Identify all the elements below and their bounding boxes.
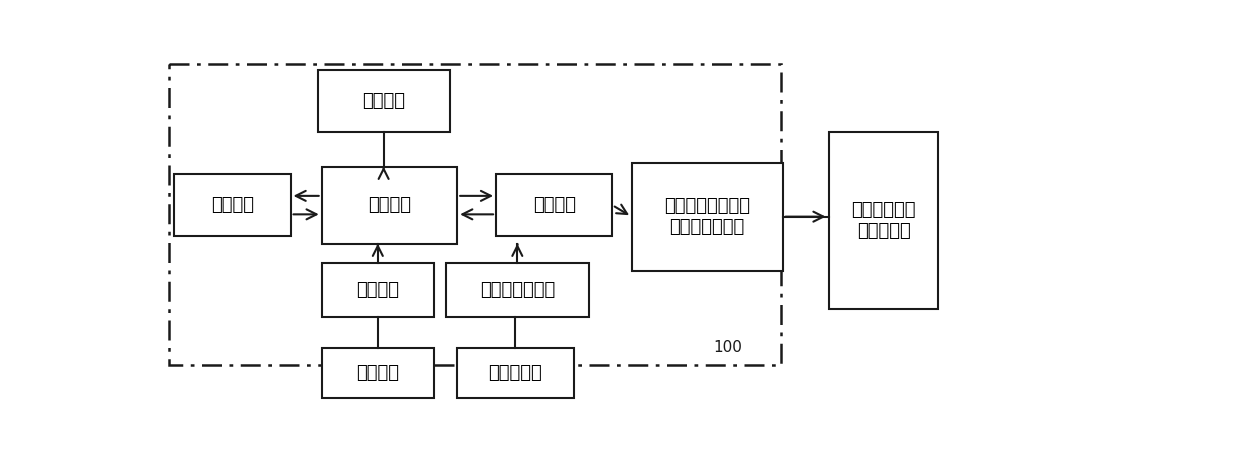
Bar — [175, 174, 290, 236]
Text: 脚控接口: 脚控接口 — [356, 281, 399, 299]
Bar — [458, 348, 573, 398]
Bar — [830, 132, 937, 309]
Text: 主控程序: 主控程序 — [368, 196, 410, 214]
Bar — [496, 174, 613, 236]
Bar — [445, 263, 589, 317]
Bar — [321, 348, 434, 398]
Text: 界面显示: 界面显示 — [362, 92, 405, 110]
Bar — [631, 163, 782, 271]
Bar — [321, 167, 458, 244]
Text: 100: 100 — [713, 340, 742, 355]
Text: 双极手术电极接口
（切开刀接口）: 双极手术电极接口 （切开刀接口） — [665, 197, 750, 236]
Text: 滴液控制阀接口: 滴液控制阀接口 — [480, 281, 556, 299]
Text: 输出控制: 输出控制 — [533, 196, 575, 214]
Text: 滴液控制阀: 滴液控制阀 — [489, 364, 542, 382]
Bar — [169, 64, 781, 365]
Text: 脚踏开关: 脚踏开关 — [356, 364, 399, 382]
Bar — [317, 71, 449, 132]
Bar — [321, 263, 434, 317]
Text: 报警模块: 报警模块 — [211, 196, 254, 214]
Text: 双极手术电极
（切开刀）: 双极手术电极 （切开刀） — [851, 201, 916, 240]
